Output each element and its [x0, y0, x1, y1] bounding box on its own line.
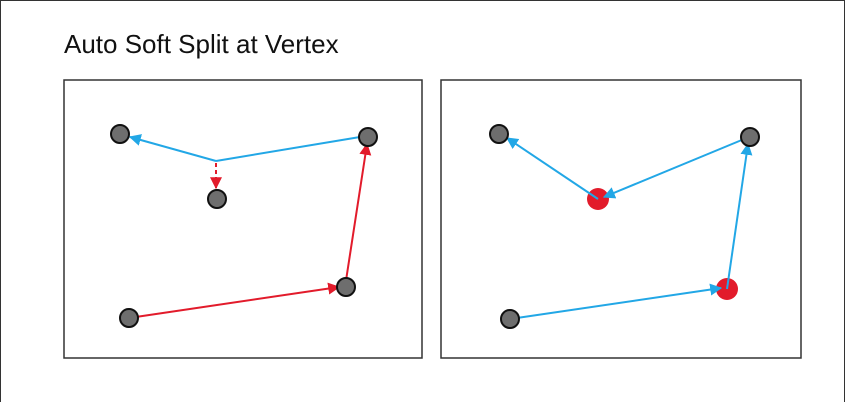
before-vertex-v1 — [110, 124, 130, 144]
before-blue-edge-to-v1 — [128, 134, 217, 162]
diagram-title: Auto Soft Split at Vertex — [64, 29, 339, 59]
before-red-edge-v5-to-v4 — [128, 282, 341, 319]
after-blue-edge-v3-to-v1 — [506, 137, 599, 200]
after-vertex-v2 — [740, 127, 760, 147]
after-panel — [440, 79, 802, 359]
after-blue-edge-v2-to-v3 — [602, 136, 750, 199]
after-blue-edge-v4-to-v2 — [726, 142, 753, 290]
before-vertex-v3 — [207, 189, 227, 209]
before-blue-edge-v2-to-junction — [215, 136, 361, 162]
before-vertex-v4 — [336, 277, 356, 297]
after-panel-frame — [440, 79, 802, 359]
before-red-edge-v4-to-v2 — [344, 142, 372, 288]
before-vertex-v2 — [358, 127, 378, 147]
before-panel — [63, 79, 423, 359]
before-panel-frame — [63, 79, 423, 359]
after-vertex-v1 — [489, 124, 509, 144]
after-blue-edge-v5-to-v4 — [509, 283, 723, 320]
before-vertex-v5 — [119, 308, 139, 328]
after-vertex-v5 — [500, 309, 520, 329]
